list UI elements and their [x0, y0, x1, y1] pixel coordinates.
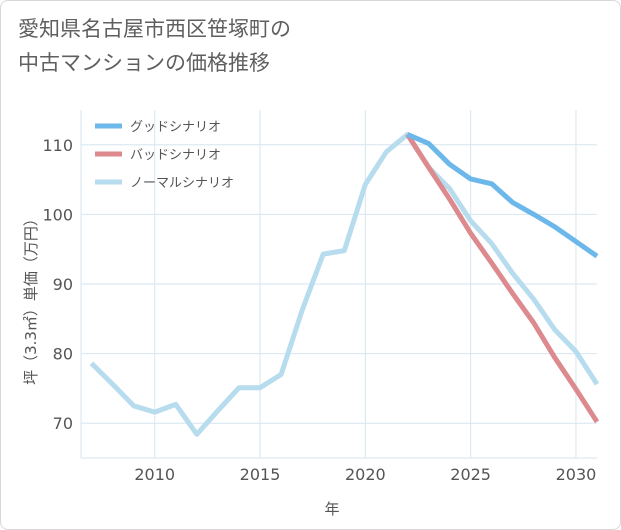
series-lines	[89, 131, 600, 437]
x-tick-2025: 2025	[450, 465, 491, 484]
legend-label-good: グッドシナリオ	[130, 120, 221, 135]
x-tick-2030: 2030	[556, 465, 597, 484]
y-tick-100: 100	[42, 205, 73, 224]
x-axis-label: 年	[324, 500, 339, 518]
y-tick-90: 90	[53, 275, 73, 294]
y-axis-label: 坪（3.3㎡）単価（万円）	[22, 211, 40, 385]
x-tick-2020: 2020	[345, 465, 386, 484]
y-tick-70: 70	[53, 414, 73, 433]
chart-title: 愛知県名古屋市西区笹塚町の 中古マンションの価格推移	[18, 12, 578, 80]
x-axis-ticks: 2010 2015 2020 2025 2030	[134, 465, 596, 484]
y-axis-ticks: 70 80 90 100 110	[42, 136, 73, 433]
y-tick-110: 110	[42, 136, 73, 155]
series-line-normal	[89, 131, 600, 437]
y-tick-80: 80	[53, 345, 73, 364]
x-tick-2010: 2010	[134, 465, 175, 484]
chart-title-line-2: 中古マンションの価格推移	[18, 51, 270, 75]
legend-label-normal: ノーマルシナリオ	[130, 176, 234, 191]
grid-lines	[80, 110, 597, 459]
x-tick-2015: 2015	[240, 465, 281, 484]
series-line-good	[406, 132, 599, 259]
series-line-bad	[405, 133, 600, 424]
chart-title-line-1: 愛知県名古屋市西区笹塚町の	[18, 17, 291, 41]
legend-label-bad: バッドシナリオ	[130, 148, 221, 163]
